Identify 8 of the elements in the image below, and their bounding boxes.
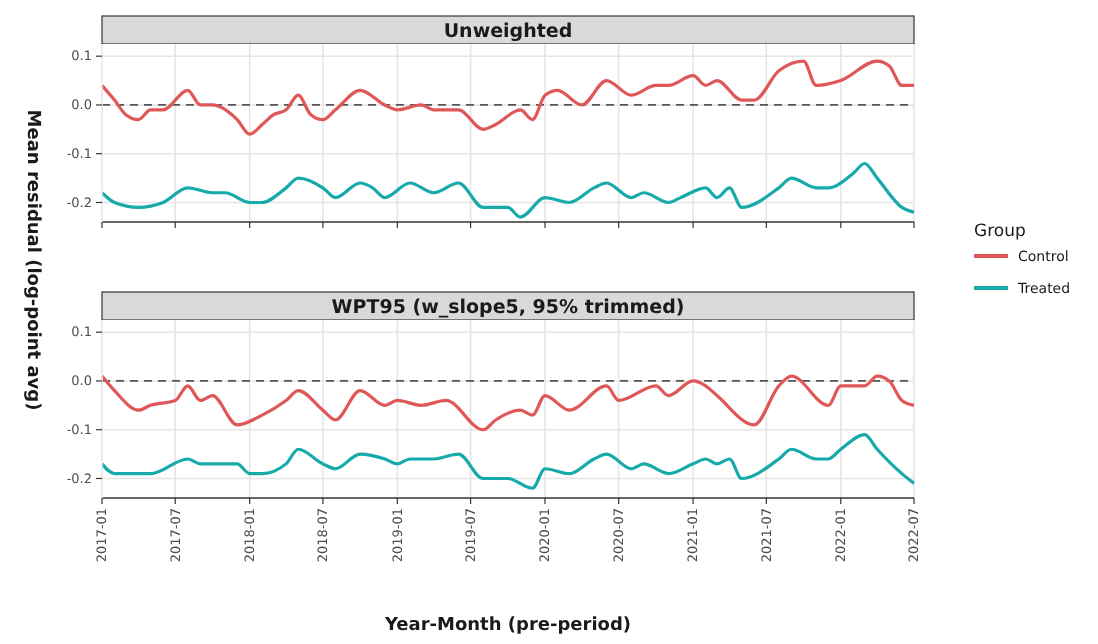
line-series (100, 374, 916, 432)
y-axis-title: Mean residual (log-point avg) (22, 109, 42, 411)
x-axis-title: Year-Month (pre-period) (382, 616, 632, 636)
chart-title: Unweighted (443, 21, 573, 43)
chart-title: WPT95 (w_slope5, 95% trimmed) (331, 297, 685, 319)
line-series (100, 433, 916, 490)
line-series (100, 59, 916, 136)
legend-title: Group (974, 222, 1026, 242)
